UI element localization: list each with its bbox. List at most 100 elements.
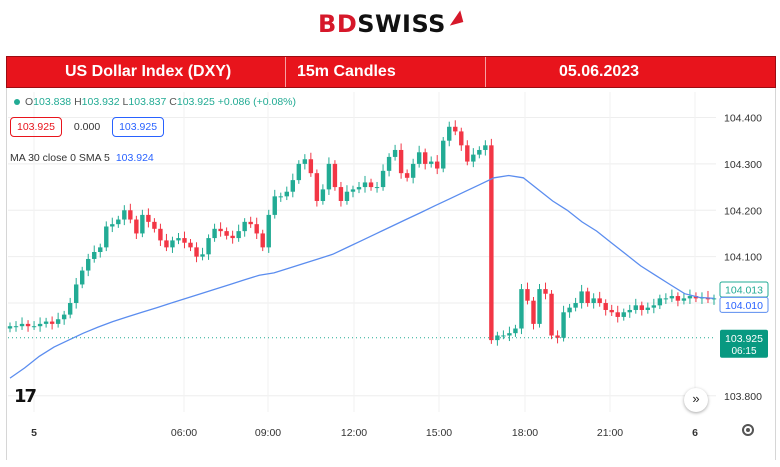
candle [645,307,651,310]
ma-value: 103.924 [115,152,154,164]
candle [320,189,326,201]
candle [573,303,578,308]
x-tick-label: 18:00 [512,427,538,439]
y-tick-label: 103.800 [724,391,762,403]
ma-line [9,174,715,379]
candle [525,289,530,301]
candle [122,210,127,220]
candle [507,333,512,336]
current-price-label: 103.925 [725,333,763,345]
price-tag-label: 104.013 [725,284,763,296]
candle [188,242,193,248]
date-title: 05.06.2023 [559,63,640,80]
settings-gear-icon[interactable] [742,424,754,436]
x-tick-label: 21:00 [597,427,623,439]
x-tick-label: 09:00 [255,427,281,439]
candle [7,326,13,329]
candle [158,228,163,241]
candle [200,254,205,257]
y-tick-label: 104.200 [724,205,762,217]
candle [447,126,452,141]
candle [314,173,320,201]
candle [513,328,518,334]
candle [441,140,446,169]
timeframe-title: 15m Candles [297,63,396,80]
x-tick-label: 5 [31,427,37,439]
ma-legend[interactable]: MA 30 close 0 SMA 5 103.924 [10,152,154,164]
candle [254,224,259,234]
candle [567,307,572,313]
candle [428,161,434,164]
candle [86,258,91,271]
candle [140,214,145,234]
bid-ask-pills: 103.925 0.000 103.925 [10,117,166,137]
candle [80,270,85,285]
candle [278,196,283,198]
candle [681,298,687,301]
candle [25,323,31,327]
candle [92,252,97,259]
candle [591,298,596,304]
candle [597,298,602,304]
double-chevron-right-icon: » [692,391,700,406]
x-tick-label: 06:00 [171,427,197,439]
candle [549,293,554,336]
change-value: +0.086 (+0.08%) [217,96,296,108]
candle [657,298,663,306]
candle [260,233,265,248]
candle [579,291,584,304]
candle [326,163,332,190]
candle [537,289,542,324]
candle [483,145,488,150]
candle [116,219,121,225]
candle [633,305,638,310]
candle [104,226,109,248]
candle [272,196,277,215]
x-tick-label: 12:00 [341,427,367,439]
candle [37,323,43,327]
candle [218,228,223,232]
candle [435,161,440,169]
candle [380,170,386,188]
y-tick-label: 104.400 [724,113,762,125]
candle [465,145,470,162]
candle [453,126,458,132]
candle [98,247,103,252]
candle [194,247,199,257]
candle [404,173,410,178]
x-tick-label: 6 [692,427,698,439]
ma-label: MA 30 close 0 SMA 5 [10,152,110,164]
candle [543,289,548,294]
candle [555,335,560,338]
candle [519,289,524,329]
candle [170,240,175,248]
candle [164,240,169,248]
candle [398,149,404,174]
candle [687,296,693,299]
bid-price[interactable]: 103.925 [10,117,62,137]
spread-value: 0.000 [73,121,101,133]
price-tag-label: 104.010 [725,300,763,312]
status-dot-icon [14,99,20,105]
bdswiss-logo: BDSWISS [0,10,780,38]
candle [73,284,79,304]
candle [585,291,590,304]
candle [266,214,271,248]
candle [489,145,494,341]
scroll-to-realtime-button[interactable]: » [684,388,708,412]
candle [308,159,314,174]
candle [49,321,55,324]
ohlc-legend: O103.838 H103.932 L103.837 C103.925 +0.0… [14,96,296,108]
tradingview-logo: 17 [14,386,37,407]
candle [128,210,133,220]
title-banner: US Dollar Index (DXY) 15m Candles 05.06.… [6,56,776,88]
candle [290,180,296,192]
ask-price[interactable]: 103.925 [112,117,165,137]
candle [242,221,247,232]
candle [67,303,73,315]
candle [639,305,644,310]
candle [386,156,392,171]
candle [609,309,614,313]
candle [19,323,25,327]
